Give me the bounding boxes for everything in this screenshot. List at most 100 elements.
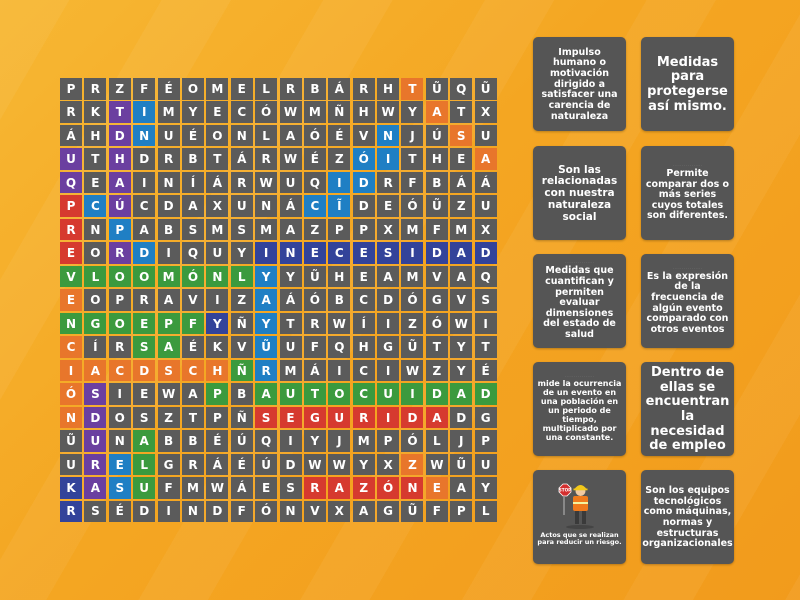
grid-cell[interactable]: U [157,124,180,147]
grid-cell[interactable]: F [401,171,424,194]
grid-cell[interactable]: S [133,406,156,429]
grid-cell[interactable]: D [474,383,497,405]
grid-cell[interactable]: Y [474,477,497,499]
grid-cell[interactable]: V [352,124,375,147]
grid-cell[interactable]: W [255,171,278,194]
grid-cell[interactable]: A [255,383,278,405]
grid-cell[interactable]: H [206,359,229,382]
grid-cell[interactable]: Á [450,171,473,194]
grid-cell[interactable]: E [377,195,400,217]
grid-cell[interactable]: B [157,430,180,452]
grid-cell[interactable]: A [352,500,375,523]
grid-cell[interactable]: Í [84,336,107,358]
grid-cell[interactable]: T [84,148,107,170]
grid-cell[interactable]: I [401,383,424,405]
grid-cell[interactable]: D [425,242,448,264]
grid-cell[interactable]: D [377,289,400,311]
grid-cell[interactable]: V [230,336,253,358]
grid-cell[interactable]: Q [450,78,473,100]
clue-card-9[interactable]: STOP Actos que se realizan para reducir … [533,470,626,564]
grid-cell[interactable]: V [181,289,204,311]
grid-cell[interactable]: X [328,500,351,523]
grid-cell[interactable]: A [450,265,473,288]
grid-cell[interactable]: P [60,195,82,217]
grid-cell[interactable]: N [279,242,302,264]
grid-cell[interactable]: Q [328,336,351,358]
grid-cell[interactable]: F [133,78,156,100]
grid-cell[interactable]: E [255,477,278,499]
grid-cell[interactable]: N [157,171,180,194]
grid-cell[interactable]: Y [450,336,473,358]
grid-cell[interactable]: R [377,171,400,194]
grid-cell[interactable]: M [206,78,229,100]
grid-cell[interactable]: É [157,78,180,100]
grid-cell[interactable]: S [133,336,156,358]
grid-cell[interactable]: D [206,500,229,523]
grid-cell[interactable]: E [352,265,375,288]
grid-cell[interactable]: I [108,383,131,405]
grid-cell[interactable]: I [133,171,156,194]
grid-cell[interactable]: S [157,359,180,382]
grid-cell[interactable]: F [303,336,326,358]
grid-cell[interactable]: H [108,148,131,170]
grid-cell[interactable]: E [84,171,107,194]
grid-cell[interactable]: U [230,195,253,217]
grid-cell[interactable]: W [279,101,302,123]
grid-cell[interactable]: I [157,500,180,523]
grid-cell[interactable]: V [425,265,448,288]
grid-cell[interactable]: Y [450,359,473,382]
grid-cell[interactable]: A [450,383,473,405]
grid-cell[interactable]: Ó [255,500,278,523]
grid-cell[interactable]: B [230,383,253,405]
grid-cell[interactable]: S [279,477,302,499]
grid-cell[interactable]: N [279,500,302,523]
grid-cell[interactable]: Ú [230,430,253,452]
grid-cell[interactable]: Ó [401,289,424,311]
grid-cell[interactable]: R [255,148,278,170]
grid-cell[interactable]: H [352,101,375,123]
grid-cell[interactable]: L [230,265,253,288]
grid-cell[interactable]: N [181,500,204,523]
grid-cell[interactable]: R [352,406,375,429]
grid-cell[interactable]: S [474,289,497,311]
grid-cell[interactable]: O [181,78,204,100]
grid-cell[interactable]: E [425,477,448,499]
clue-card-4[interactable]: · · · · · · · · · · · · · · · · Permite … [641,146,734,240]
grid-cell[interactable]: X [474,101,497,123]
grid-cell[interactable]: Z [157,406,180,429]
grid-cell[interactable]: O [84,242,107,264]
grid-cell[interactable]: P [108,289,131,311]
grid-cell[interactable]: T [206,148,229,170]
grid-cell[interactable]: D [279,453,302,476]
grid-cell[interactable]: R [303,477,326,499]
grid-cell[interactable]: E [279,406,302,429]
clue-card-6[interactable]: · · · · · · · · · · · · · · · · Es la ex… [641,254,734,348]
grid-cell[interactable]: S [255,406,278,429]
grid-cell[interactable]: A [181,383,204,405]
grid-cell[interactable]: G [377,336,400,358]
grid-cell[interactable]: E [230,78,253,100]
grid-cell[interactable]: É [181,124,204,147]
grid-cell[interactable]: G [303,406,326,429]
grid-cell[interactable]: E [450,148,473,170]
grid-cell[interactable]: F [425,218,448,241]
grid-cell[interactable]: T [108,101,131,123]
grid-cell[interactable]: A [255,289,278,311]
grid-cell[interactable]: M [255,218,278,241]
grid-cell[interactable]: A [84,359,107,382]
grid-cell[interactable]: M [401,218,424,241]
grid-cell[interactable]: Ñ [328,101,351,123]
grid-cell[interactable]: E [352,242,375,264]
grid-cell[interactable]: I [255,242,278,264]
grid-cell[interactable]: A [450,242,473,264]
grid-cell[interactable]: R [181,453,204,476]
grid-cell[interactable]: W [303,453,326,476]
grid-cell[interactable]: U [60,453,82,476]
grid-cell[interactable]: A [157,336,180,358]
grid-cell[interactable]: W [425,453,448,476]
grid-cell[interactable]: U [60,148,82,170]
grid-cell[interactable]: A [377,265,400,288]
grid-cell[interactable]: T [279,312,302,335]
grid-cell[interactable]: H [377,78,400,100]
grid-cell[interactable]: C [133,195,156,217]
